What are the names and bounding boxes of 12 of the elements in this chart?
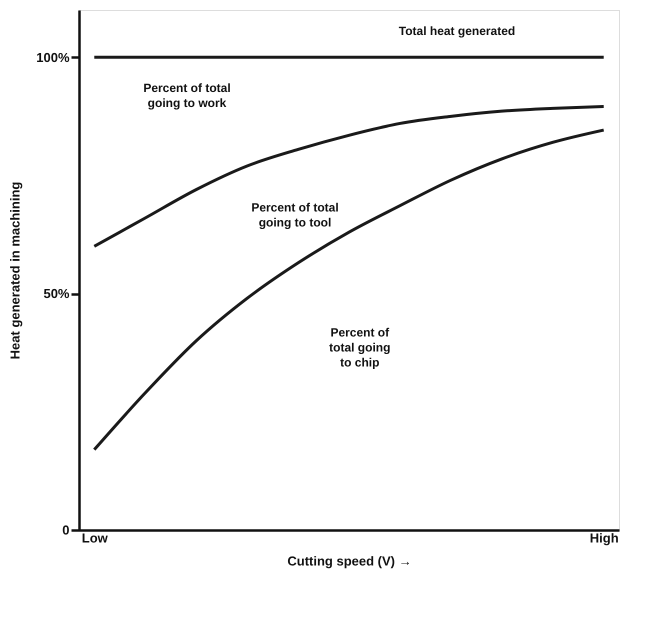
annotation: Percent of total going to tool <box>251 200 339 230</box>
annotation: Total heat generated <box>398 24 516 38</box>
y-axis-title: Heat generated in machining <box>7 182 22 360</box>
annotation: Percent of total going to chip <box>329 325 390 370</box>
annotation: Percent of total going to work <box>143 81 231 110</box>
x-tick-label: Low <box>82 530 109 546</box>
x-tick-label: High <box>590 530 619 546</box>
y-tick-label: 0 <box>62 522 70 538</box>
y-tick-label: 100% <box>36 50 70 65</box>
line-series <box>92 128 606 452</box>
y-tick-label: 50% <box>43 286 70 302</box>
x-axis-title: Cutting speed (V) → <box>287 554 412 568</box>
